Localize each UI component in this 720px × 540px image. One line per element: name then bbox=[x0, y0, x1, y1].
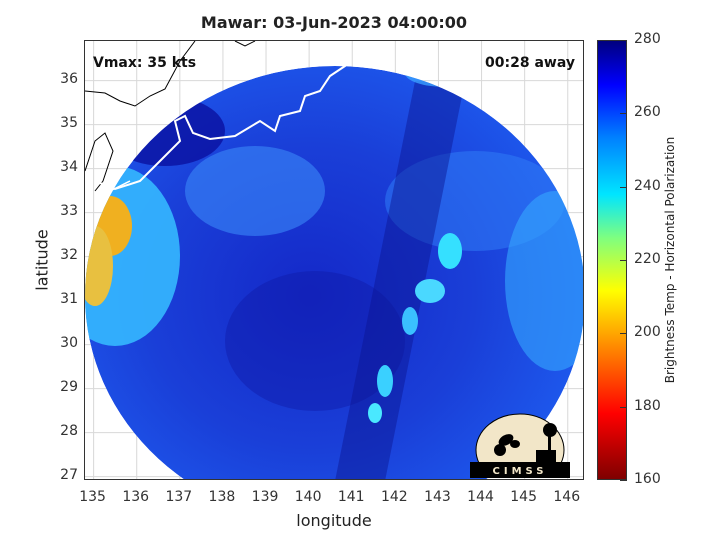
time-away-label: 00:28 away bbox=[485, 55, 575, 71]
colorbar-tick-mark bbox=[620, 260, 627, 261]
x-tick-label: 143 bbox=[424, 489, 451, 505]
x-axis-label: longitude bbox=[296, 511, 372, 530]
colorbar-tick-label: 160 bbox=[634, 471, 661, 487]
x-tick-label: 139 bbox=[251, 489, 279, 505]
cimss-logo: CIMSS bbox=[470, 413, 570, 478]
x-tick-label: 136 bbox=[122, 489, 150, 505]
y-tick-label: 32 bbox=[60, 246, 78, 263]
x-tick-label: 137 bbox=[165, 489, 193, 505]
colorbar-tick-label: 260 bbox=[634, 104, 661, 121]
x-tick-label: 138 bbox=[208, 489, 236, 505]
y-tick-label: 36 bbox=[60, 70, 78, 87]
y-axis-label: latitude bbox=[32, 229, 52, 291]
y-tick-label: 29 bbox=[60, 378, 78, 395]
y-tick-label: 35 bbox=[60, 114, 78, 131]
colorbar-tick-mark bbox=[620, 113, 627, 115]
y-tick-label: 34 bbox=[60, 158, 78, 175]
colorbar-tick-mark bbox=[620, 40, 627, 41]
colorbar-tick-label: 220 bbox=[634, 251, 661, 267]
map-plot-area: Vmax: 35 kts 00:28 away bbox=[84, 40, 584, 480]
y-tick-label: 28 bbox=[60, 422, 78, 439]
colorbar-tick-mark bbox=[620, 480, 627, 481]
colorbar-tick-label: 200 bbox=[634, 324, 661, 341]
y-tick-label: 33 bbox=[60, 202, 78, 219]
x-tick-label: 142 bbox=[380, 489, 408, 505]
y-tick-label: 27 bbox=[60, 466, 78, 483]
x-tick-label: 145 bbox=[510, 489, 537, 505]
map-svg bbox=[85, 41, 583, 479]
coastline bbox=[85, 41, 348, 192]
chart-title: Mawar: 03-Jun-2023 04:00:00 bbox=[200, 13, 468, 32]
x-tick-label: 135 bbox=[79, 489, 106, 505]
colorbar-tick-label: 280 bbox=[634, 31, 661, 47]
colorbar-tick-mark bbox=[620, 186, 627, 188]
colorbar-tick-label: 240 bbox=[634, 177, 661, 194]
colorbar-tick-mark bbox=[620, 333, 627, 335]
colorbar-tick-mark bbox=[620, 406, 627, 408]
colorbar-label: Brightness Temp - Horizontal Polarizatio… bbox=[663, 136, 677, 384]
vmax-label: Vmax: 35 kts bbox=[93, 55, 197, 71]
x-tick-label: 144 bbox=[467, 489, 494, 505]
colorbar-tick-label: 180 bbox=[634, 397, 661, 414]
x-tick-label: 141 bbox=[337, 489, 365, 505]
x-tick-label: 146 bbox=[553, 489, 581, 505]
logo-text: CIMSS bbox=[493, 466, 548, 477]
y-tick-label: 30 bbox=[60, 334, 78, 351]
x-tick-label: 140 bbox=[294, 489, 322, 505]
y-tick-label: 31 bbox=[60, 290, 78, 307]
